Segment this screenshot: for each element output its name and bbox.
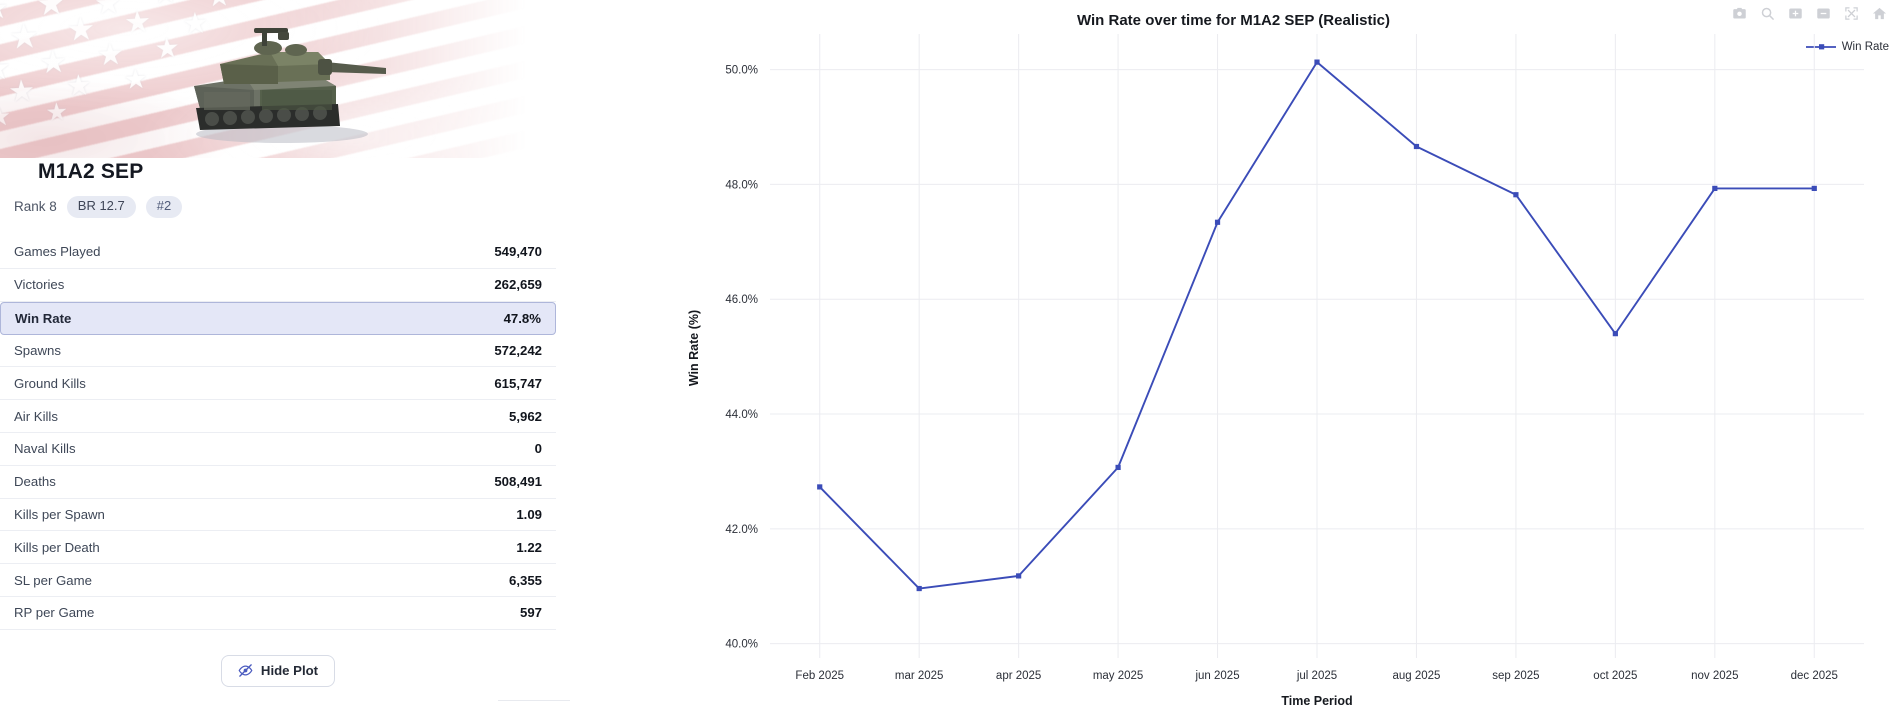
y-axis-tick-labels: 40.0% 42.0% 44.0% 46.0% 48.0% 50.0% (725, 65, 758, 651)
chart-legend[interactable]: Win Rate (1804, 40, 1889, 54)
stat-label: Victories (14, 277, 65, 293)
data-point[interactable] (817, 484, 823, 490)
x-tick-label: mar 2025 (895, 670, 944, 682)
data-point[interactable] (1413, 143, 1420, 150)
stat-row[interactable]: RP per Game 597 (0, 597, 556, 630)
autoscale-icon[interactable] (1844, 6, 1859, 21)
x-tick-label: may 2025 (1093, 670, 1144, 682)
stat-value: 615,747 (494, 375, 542, 391)
hide-plot-button[interactable]: Hide Plot (220, 655, 336, 687)
stat-label: Win Rate (15, 310, 72, 326)
y-axis-title: Win Rate (%) (687, 310, 701, 386)
win-rate-chart-panel: Win Rate over time for M1A2 SEP (Realist… (570, 0, 1897, 717)
stat-value: 5,962 (508, 408, 542, 424)
x-axis-title: Time Period (1281, 694, 1352, 708)
stat-value: 508,491 (494, 474, 542, 490)
data-point[interactable] (1513, 192, 1519, 198)
y-tick-label: 46.0% (725, 294, 758, 306)
data-point[interactable] (1115, 464, 1121, 471)
vehicle-hero-image: ★ ★ ★ ★ ★ ★ ★ ★ ★ ★ ★ ★ ★ ★ ★ ★ ★ ★ (0, 0, 566, 158)
br-badge: BR 12.7 (66, 196, 136, 218)
stat-value: 1.22 (516, 539, 542, 555)
stat-row[interactable]: Naval Kills 0 (0, 433, 556, 466)
hide-plot-wrap: Hide Plot (0, 655, 556, 687)
stat-value: 549,470 (494, 244, 542, 260)
data-point[interactable] (1214, 219, 1221, 225)
stat-label: Naval Kills (14, 441, 76, 457)
x-tick-label: sep 2025 (1492, 670, 1539, 682)
x-tick-label: nov 2025 (1691, 670, 1738, 682)
x-tick-label: apr 2025 (996, 670, 1041, 682)
zoom-out-icon[interactable] (1816, 6, 1831, 21)
legend-sample-winrate (1805, 44, 1836, 50)
abrams-tank-icon (194, 28, 386, 143)
stat-row[interactable]: Deaths 508,491 (0, 466, 556, 499)
x-axis-tick-labels: Feb 2025 mar 2025 apr 2025 may 2025 jun 2025… (795, 670, 1838, 682)
chart-title: Win Rate over time for M1A2 SEP (Realist… (1076, 12, 1390, 29)
win-rate-markers[interactable] (817, 59, 1817, 592)
stat-value: 6,355 (508, 572, 542, 588)
download-camera-icon[interactable] (1732, 6, 1747, 21)
stat-label: Air Kills (14, 408, 58, 424)
stat-row[interactable]: SL per Game 6,355 (0, 564, 556, 597)
legend-label-winrate: Win Rate (1841, 41, 1889, 53)
stat-row[interactable]: Kills per Death 1.22 (0, 531, 556, 565)
data-point[interactable] (1016, 573, 1022, 579)
vehicle-meta-row: Rank 8 BR 12.7 #2 (0, 196, 566, 218)
data-point[interactable] (1612, 331, 1618, 337)
stat-label: Ground Kills (14, 375, 86, 391)
stat-value: 597 (519, 605, 542, 621)
stat-value: 0 (534, 441, 542, 457)
position-badge: #2 (145, 196, 183, 218)
hide-plot-label: Hide Plot (260, 663, 319, 678)
stat-label: Games Played (14, 244, 101, 260)
zoom-magnifier-icon[interactable] (1760, 6, 1775, 21)
stat-row[interactable]: Win Rate 47.8% (0, 301, 556, 335)
stats-table: Games Played 549,470 Victories 262,659 Win R… (0, 236, 556, 630)
data-point[interactable] (916, 585, 922, 592)
x-tick-label: Feb 2025 (795, 670, 844, 682)
stat-label: SL per Game (14, 572, 92, 588)
reset-home-icon[interactable] (1872, 6, 1887, 21)
stat-value: 262,659 (494, 277, 542, 293)
stat-value: 47.8% (503, 310, 541, 326)
data-point[interactable] (1712, 185, 1718, 192)
y-tick-label: 50.0% (725, 65, 758, 77)
stat-label: Kills per Spawn (14, 506, 105, 522)
data-point[interactable] (1314, 59, 1320, 65)
stat-label: Spawns (14, 342, 61, 358)
y-tick-label: 44.0% (725, 409, 758, 421)
stat-row[interactable]: Kills per Spawn 1.09 (0, 499, 556, 532)
vehicle-title-wrap: M1A2 SEP (0, 160, 566, 184)
win-rate-line-chart[interactable]: 40.0% 42.0% 44.0% 46.0% 48.0% 50.0% Feb 2025 m… (570, 0, 1897, 717)
x-tick-label: oct 2025 (1593, 670, 1637, 682)
x-tick-label: aug 2025 (1392, 670, 1440, 682)
x-tick-label: jun 2025 (1194, 670, 1239, 682)
stat-label: Deaths (14, 474, 56, 490)
y-tick-label: 48.0% (725, 179, 758, 191)
stat-row[interactable]: Victories 262,659 (0, 269, 556, 302)
plotly-modebar[interactable] (1732, 6, 1887, 21)
eye-slash-icon (238, 663, 253, 678)
x-tick-label: dec 2025 (1791, 670, 1838, 682)
x-tick-label: jul 2025 (1296, 670, 1337, 682)
data-point[interactable] (1811, 185, 1817, 192)
stat-row[interactable]: Games Played 549,470 (0, 236, 556, 269)
y-tick-label: 40.0% (725, 639, 758, 651)
y-tick-label: 42.0% (725, 524, 758, 536)
stat-value: 572,242 (494, 342, 542, 358)
rank-label: Rank 8 (14, 199, 57, 215)
stat-value: 1.09 (516, 506, 542, 522)
stat-row[interactable]: Spawns 572,242 (0, 335, 556, 368)
stat-label: Kills per Death (14, 539, 100, 555)
stat-row[interactable]: Ground Kills 615,747 (0, 367, 556, 401)
stat-label: RP per Game (14, 605, 95, 621)
stat-row[interactable]: Air Kills 5,962 (0, 400, 556, 433)
page-title: M1A2 SEP (38, 160, 144, 183)
chart-vertical-gridlines (819, 34, 1815, 658)
zoom-in-icon[interactable] (1788, 6, 1803, 21)
